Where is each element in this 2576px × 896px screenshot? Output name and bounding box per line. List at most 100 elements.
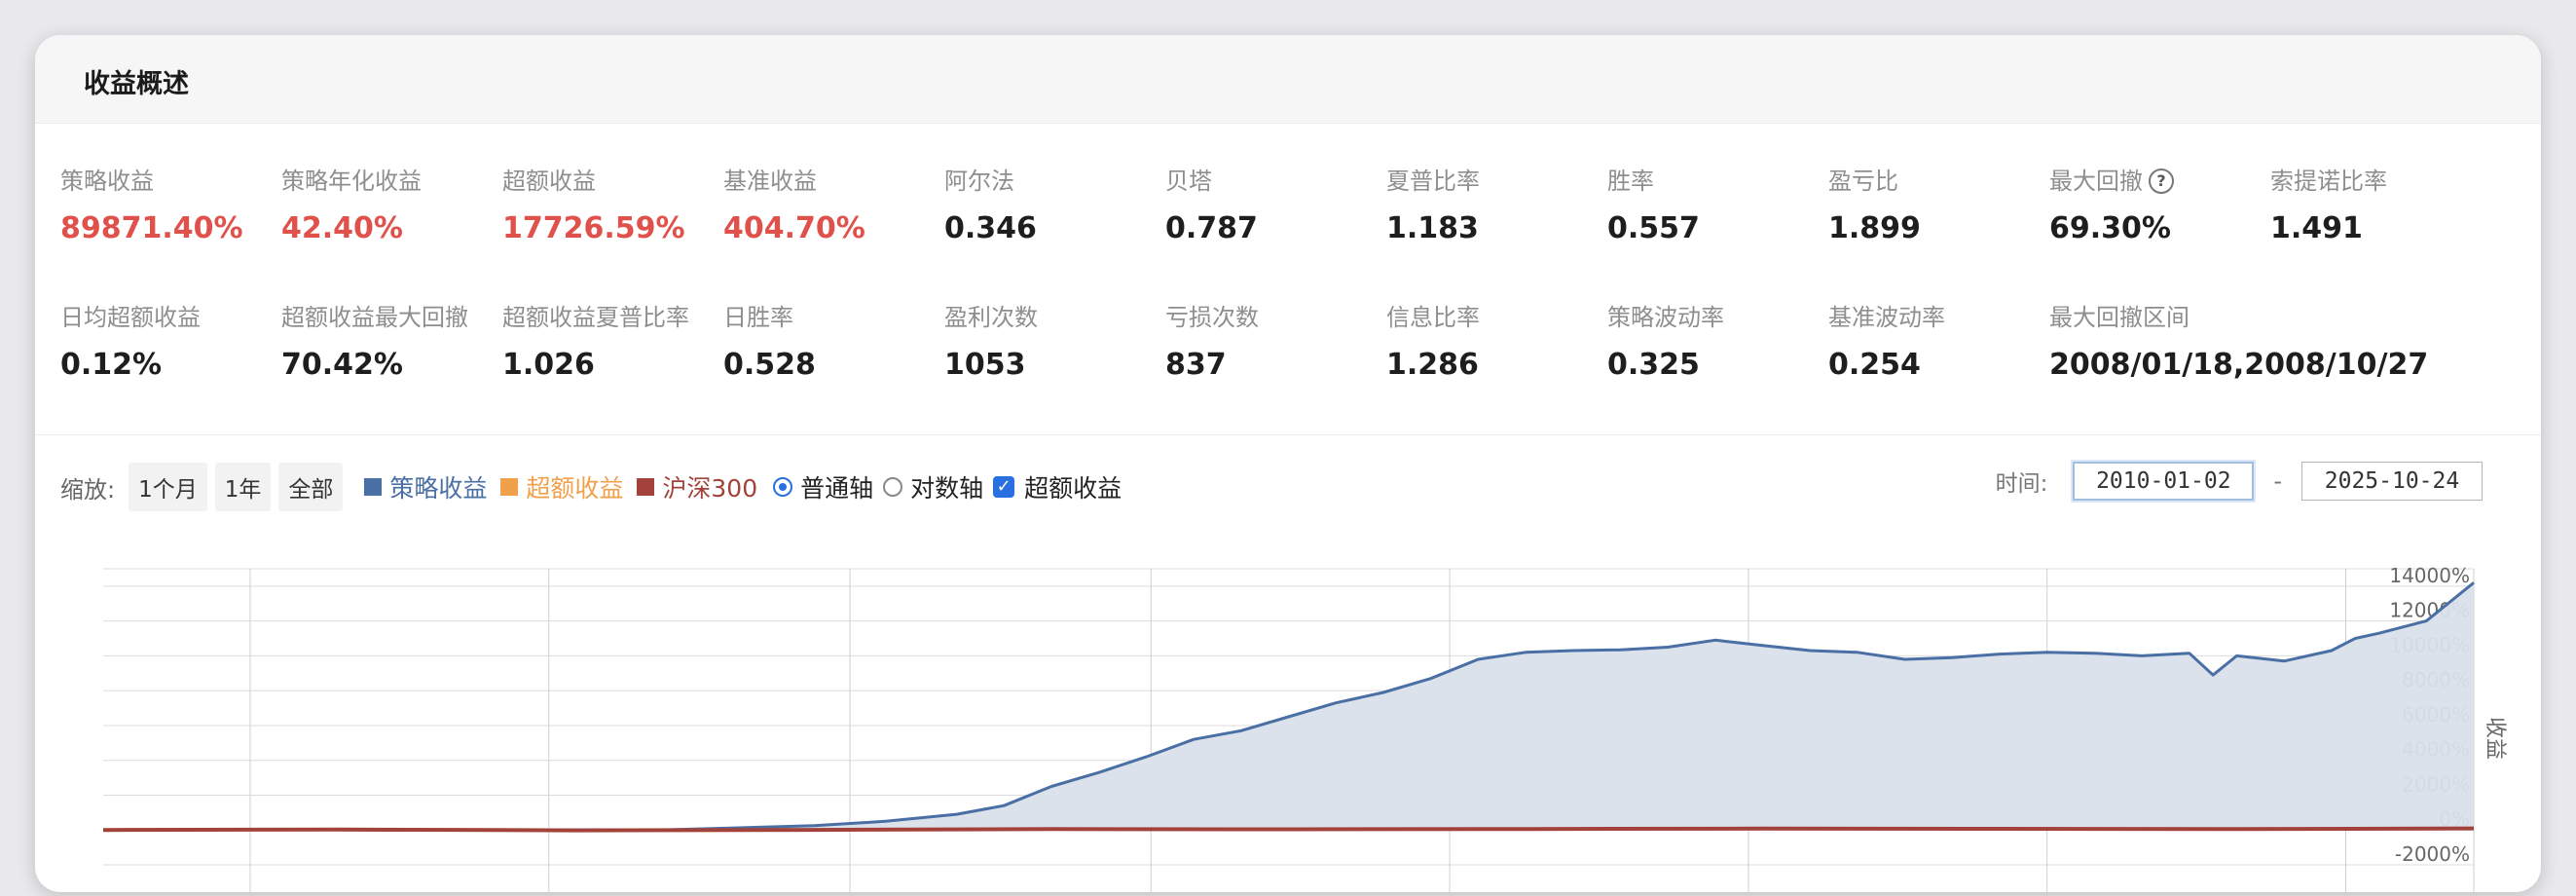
excess-returns-checkbox-label: 超额收益 bbox=[1024, 474, 1122, 503]
metric-label: 策略收益 bbox=[60, 162, 284, 196]
zoom-all-button[interactable]: 全部 bbox=[278, 463, 344, 511]
metric-label: 基准波动率 bbox=[1828, 298, 2052, 332]
metric-label: 日胜率 bbox=[723, 298, 947, 332]
metric-metrics_row1-10: 索提诺比率 1.491 bbox=[2270, 162, 2494, 245]
metric-label-text: 胜率 bbox=[1607, 168, 1654, 195]
metric-label: 信息比率 bbox=[1386, 298, 1610, 332]
end-date-input[interactable] bbox=[2301, 462, 2483, 501]
metric-label-text: 策略收益 bbox=[60, 168, 154, 195]
metric-value: 1.183 bbox=[1386, 211, 1479, 245]
metric-value: 1.026 bbox=[502, 348, 595, 382]
legend-swatch bbox=[364, 478, 383, 496]
metric-value: 1.491 bbox=[2270, 211, 2363, 245]
metric-value: 2008/01/18,2008/10/27 bbox=[2049, 348, 2429, 382]
metric-value: 0.325 bbox=[1607, 348, 1700, 382]
metric-label-text: 超额收益 bbox=[502, 168, 596, 195]
metric-value: 1053 bbox=[944, 348, 1026, 382]
metric-metrics_row2-5: 亏损次数 837 bbox=[1165, 298, 1389, 382]
returns-chart: 14000%12000%10000%8000%6000%4000%2000%0%… bbox=[102, 564, 2507, 892]
metric-label-text: 超额收益夏普比率 bbox=[502, 304, 689, 331]
log-axis-radio[interactable]: 对数轴 bbox=[883, 469, 983, 504]
metric-label-text: 日均超额收益 bbox=[60, 304, 201, 331]
start-date-input[interactable] bbox=[2071, 460, 2257, 503]
metric-metrics_row1-3: 基准收益 404.70% bbox=[723, 162, 947, 245]
metric-label-text: 最大回撤 bbox=[2049, 168, 2143, 195]
chart-controls: 缩放: 1个月 1年 全部 策略收益 超额收益 沪深300 普通轴 对数轴 ✓ … bbox=[60, 463, 1122, 511]
legend-csi300[interactable]: 沪深300 bbox=[637, 469, 757, 504]
metric-label: 盈亏比 bbox=[1828, 162, 2052, 196]
metric-value: 0.254 bbox=[1828, 348, 1921, 382]
log-axis-label: 对数轴 bbox=[910, 474, 984, 503]
metric-label-text: 贝塔 bbox=[1165, 168, 1212, 195]
radio-selected-icon bbox=[773, 477, 793, 497]
metric-label: 索提诺比率 bbox=[2270, 162, 2494, 196]
zoom-1-month-button[interactable]: 1个月 bbox=[129, 463, 207, 511]
metric-value: 42.40% bbox=[281, 211, 403, 245]
metric-label: 策略年化收益 bbox=[281, 162, 505, 196]
metric-label: 超额收益 bbox=[502, 162, 726, 196]
metric-label-text: 日胜率 bbox=[723, 304, 793, 331]
panel-header: 收益概述 bbox=[35, 35, 2541, 124]
metric-label: 超额收益夏普比率 bbox=[502, 298, 726, 332]
normal-axis-label: 普通轴 bbox=[800, 474, 874, 503]
metric-value: 1.899 bbox=[1828, 211, 1921, 245]
normal-axis-radio[interactable]: 普通轴 bbox=[773, 469, 873, 504]
metric-label: 盈利次数 bbox=[944, 298, 1168, 332]
metric-label: 日均超额收益 bbox=[60, 298, 284, 332]
metric-label-text: 基准收益 bbox=[723, 168, 817, 195]
metric-value: 89871.40% bbox=[60, 211, 243, 245]
zoom-1-year-button[interactable]: 1年 bbox=[214, 463, 272, 511]
legend-label: 超额收益 bbox=[526, 474, 624, 503]
returns-overview-panel: 收益概述 策略收益 89871.40% 策略年化收益 42.40% 超额收益 17726.… bbox=[35, 35, 2541, 892]
metric-metrics_row1-8: 盈亏比 1.899 bbox=[1828, 162, 2052, 245]
metric-value: 0.12% bbox=[60, 348, 163, 382]
metric-metrics_row1-9: 最大回撤? 69.30% bbox=[2049, 162, 2273, 245]
metric-label-text: 亏损次数 bbox=[1165, 304, 1259, 331]
metric-label: 亏损次数 bbox=[1165, 298, 1389, 332]
metric-label: 超额收益最大回撤 bbox=[281, 298, 505, 332]
checkbox-checked-icon: ✓ bbox=[993, 476, 1015, 498]
metric-label: 最大回撤? bbox=[2049, 162, 2273, 196]
metric-value: 70.42% bbox=[281, 348, 403, 382]
metric-label: 胜率 bbox=[1607, 162, 1831, 196]
metric-metrics_row1-5: 贝塔 0.787 bbox=[1165, 162, 1389, 245]
metric-value: 0.346 bbox=[944, 211, 1037, 245]
metric-label-text: 基准波动率 bbox=[1828, 304, 1945, 331]
radio-unselected-icon bbox=[883, 477, 903, 497]
metric-value: 404.70% bbox=[723, 211, 865, 245]
panel-title: 收益概述 bbox=[84, 69, 189, 99]
metric-label-text: 盈亏比 bbox=[1828, 168, 1898, 195]
excess-returns-checkbox[interactable]: ✓ 超额收益 bbox=[993, 469, 1122, 504]
metric-label-text: 盈利次数 bbox=[944, 304, 1038, 331]
metric-label: 策略波动率 bbox=[1607, 298, 1831, 332]
metric-metrics_row2-8: 基准波动率 0.254 bbox=[1828, 298, 2052, 382]
metric-metrics_row1-1: 策略年化收益 42.40% bbox=[281, 162, 505, 245]
date-separator: - bbox=[2273, 467, 2282, 495]
metric-label-text: 最大回撤区间 bbox=[2049, 304, 2190, 331]
y-tick-label: -2000% bbox=[2395, 842, 2470, 866]
metric-label-text: 策略年化收益 bbox=[281, 168, 422, 195]
question-circle-icon[interactable]: ? bbox=[2149, 168, 2174, 194]
section-divider bbox=[35, 434, 2541, 435]
metric-metrics_row1-2: 超额收益 17726.59% bbox=[502, 162, 726, 245]
metric-metrics_row2-7: 策略波动率 0.325 bbox=[1607, 298, 1831, 382]
metric-metrics_row1-4: 阿尔法 0.346 bbox=[944, 162, 1168, 245]
legend-strategy-returns[interactable]: 策略收益 bbox=[364, 469, 487, 504]
metric-value: 0.787 bbox=[1165, 211, 1258, 245]
metric-metrics_row2-3: 日胜率 0.528 bbox=[723, 298, 947, 382]
legend-label: 策略收益 bbox=[389, 474, 488, 503]
metric-label-text: 索提诺比率 bbox=[2270, 168, 2387, 195]
legend-swatch bbox=[637, 478, 655, 496]
metric-label-text: 信息比率 bbox=[1386, 304, 1480, 331]
metric-label-text: 策略波动率 bbox=[1607, 304, 1724, 331]
series-line-0 bbox=[102, 581, 2475, 832]
time-label: 时间: bbox=[1995, 471, 2048, 497]
zoom-label: 缩放: bbox=[60, 475, 116, 504]
metric-metrics_row2-4: 盈利次数 1053 bbox=[944, 298, 1168, 382]
legend-swatch bbox=[500, 478, 519, 496]
metric-value: 0.557 bbox=[1607, 211, 1700, 245]
metric-label: 基准收益 bbox=[723, 162, 947, 196]
legend-excess-returns[interactable]: 超额收益 bbox=[500, 469, 623, 504]
metric-metrics_row1-7: 胜率 0.557 bbox=[1607, 162, 1831, 245]
metric-metrics_row2-6: 信息比率 1.286 bbox=[1386, 298, 1610, 382]
